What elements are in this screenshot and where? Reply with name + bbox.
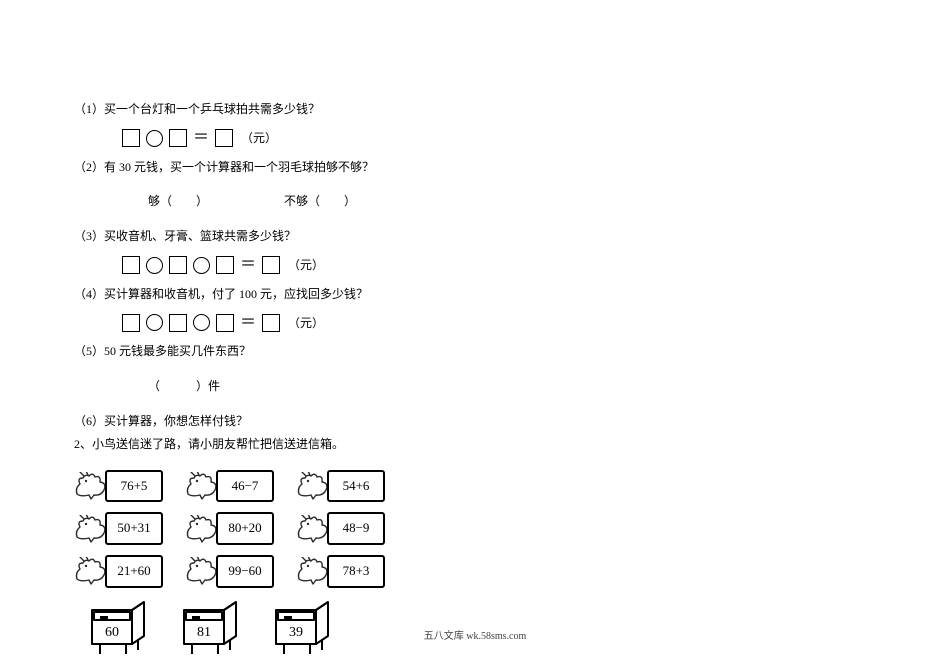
blank-square[interactable] xyxy=(216,256,234,274)
blank-square[interactable] xyxy=(215,129,233,147)
question-5-answer[interactable]: （ ）件 xyxy=(148,375,876,398)
question-2: （2）有 30 元钱，买一个计算器和一个羽毛球拍够不够？ xyxy=(74,156,876,179)
bird-card[interactable]: 46−7 xyxy=(185,470,274,503)
blank-square[interactable] xyxy=(122,129,140,147)
question-5: （5）50 元钱最多能买几件东西？ xyxy=(74,340,876,363)
bird-card[interactable]: 76+5 xyxy=(74,470,163,503)
question-bird: 2、小鸟送信迷了路，请小朋友帮忙把信送进信箱。 xyxy=(74,433,876,456)
blank-square[interactable] xyxy=(122,314,140,332)
expression-box: 80+20 xyxy=(216,512,274,545)
blank-circle[interactable] xyxy=(146,314,163,331)
blank-circle[interactable] xyxy=(193,257,210,274)
unit-yuan: （元） xyxy=(288,312,324,335)
bird-card[interactable]: 99−60 xyxy=(185,555,274,588)
blank-square[interactable] xyxy=(169,256,187,274)
question-4: （4）买计算器和收音机，付了 100 元，应找回多少钱？ xyxy=(74,283,876,306)
bird-card[interactable]: 78+3 xyxy=(296,555,385,588)
expression-box: 76+5 xyxy=(105,470,163,503)
bird-card[interactable]: 48−9 xyxy=(296,512,385,545)
unit-yuan: （元） xyxy=(241,127,277,150)
blank-square[interactable] xyxy=(169,129,187,147)
expression-box: 48−9 xyxy=(327,512,385,545)
expression-box: 50+31 xyxy=(105,512,163,545)
choice-not-enough[interactable]: 不够（ ） xyxy=(284,194,356,208)
page-footer: 五八文库 wk.58sms.com xyxy=(0,627,950,646)
bird-card[interactable]: 21+60 xyxy=(74,555,163,588)
question-1: （1）买一个台灯和一个乒乓球拍共需多少钱？ xyxy=(74,98,876,121)
choice-enough[interactable]: 够（ ） xyxy=(148,194,208,208)
blank-square[interactable] xyxy=(169,314,187,332)
blank-square[interactable] xyxy=(216,314,234,332)
expression-box: 78+3 xyxy=(327,555,385,588)
equation-4: ＝ （元） xyxy=(122,312,876,335)
bird-card[interactable]: 80+20 xyxy=(185,512,274,545)
question-3: （3）买收音机、牙膏、篮球共需多少钱？ xyxy=(74,225,876,248)
equation-1: ＝ （元） xyxy=(122,127,876,150)
expression-box: 99−60 xyxy=(216,555,274,588)
blank-square[interactable] xyxy=(122,256,140,274)
expression-box: 21+60 xyxy=(105,555,163,588)
blank-circle[interactable] xyxy=(146,257,163,274)
blank-square[interactable] xyxy=(262,314,280,332)
unit-yuan: （元） xyxy=(288,254,324,277)
question-6: （6）买计算器，你想怎样付钱？ xyxy=(74,410,876,433)
blank-circle[interactable] xyxy=(193,314,210,331)
bird-card[interactable]: 54+6 xyxy=(296,470,385,503)
question-2-choices: 够（ ） 不够（ ） xyxy=(148,190,876,213)
blank-square[interactable] xyxy=(262,256,280,274)
bird-card[interactable]: 50+31 xyxy=(74,512,163,545)
expression-box: 46−7 xyxy=(216,470,274,503)
expression-box: 54+6 xyxy=(327,470,385,503)
equation-3: ＝ （元） xyxy=(122,254,876,277)
blank-circle[interactable] xyxy=(146,130,163,147)
